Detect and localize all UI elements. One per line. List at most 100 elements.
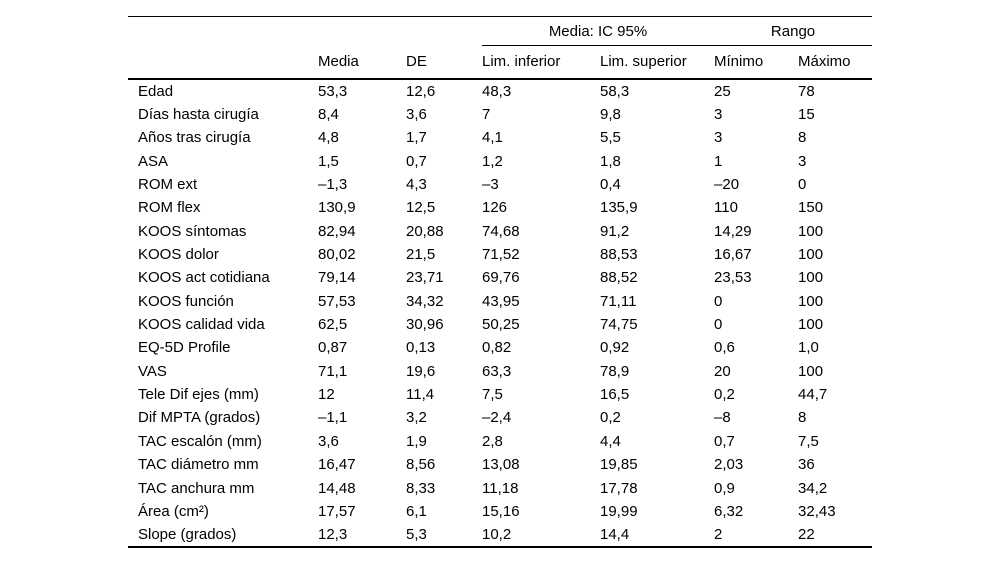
table-row: KOOS función 57,53 34,32 43,95 71,11 0 1… <box>128 290 872 313</box>
table-cell: 12,6 <box>406 82 436 100</box>
table-row: Edad 53,3 12,6 48,3 58,3 25 78 <box>128 79 872 103</box>
table-cell: 16,47 <box>318 456 356 474</box>
table-cell: 23,53 <box>714 269 752 287</box>
table-cell: 11,18 <box>482 479 519 497</box>
table-cell: 82,94 <box>318 222 356 240</box>
table-cell: –1,3 <box>318 176 348 194</box>
table-cell: 3 <box>714 129 723 147</box>
table-row: ROM ext –1,3 4,3 –3 0,4 –20 0 <box>128 173 872 196</box>
table-cell: 13,08 <box>482 456 520 474</box>
table-cell: 2 <box>714 526 723 544</box>
table-cell: 25 <box>714 82 731 100</box>
table-cell: 44,7 <box>798 386 828 404</box>
row-label: ROM ext <box>138 176 198 194</box>
table-cell: 0,2 <box>600 409 621 427</box>
table-row: Dif MPTA (grados) –1,1 3,2 –2,4 0,2 –8 8 <box>128 406 872 429</box>
table-cell: 0 <box>714 292 723 310</box>
group-header-ic95: Media: IC 95% <box>482 16 715 46</box>
table-cell: 0,6 <box>714 339 735 357</box>
table-cell: 8 <box>798 129 807 147</box>
table-row: KOOS act cotidiana 79,14 23,71 69,76 88,… <box>128 266 872 289</box>
table-row: TAC escalón (mm) 3,6 1,9 2,8 4,4 0,7 7,5 <box>128 430 872 453</box>
table-cell: 53,3 <box>318 82 348 100</box>
table-cell: 16,67 <box>714 246 752 264</box>
table-cell: 14,29 <box>714 222 752 240</box>
table-cell: 150 <box>798 199 824 217</box>
table-cell: 1,8 <box>600 152 621 170</box>
table-cell: 0,7 <box>406 152 427 170</box>
table-row: Área (cm²) 17,57 6,1 15,16 19,99 6,32 32… <box>128 500 872 523</box>
row-label: Dif MPTA (grados) <box>138 409 261 427</box>
table-cell: 0,87 <box>318 339 348 357</box>
table-cell: 48,3 <box>482 82 512 100</box>
table-cell: 22 <box>798 526 815 544</box>
table-cell: 0,82 <box>482 339 512 357</box>
table-cell: 8,33 <box>406 479 436 497</box>
table-cell: 14,4 <box>600 526 630 544</box>
table-cell: 62,5 <box>318 316 348 334</box>
table-cell: 8,4 <box>318 106 339 124</box>
table-cell: 135,9 <box>600 199 638 217</box>
column-header-de: DE <box>406 45 482 80</box>
table-cell: –1,1 <box>318 409 348 427</box>
row-label: VAS <box>138 362 167 380</box>
table-cell: 110 <box>714 199 738 217</box>
table-cell: 0,9 <box>714 479 735 497</box>
column-header-lim-superior: Lim. superior <box>600 45 715 80</box>
table-cell: 2,03 <box>714 456 744 474</box>
table-cell: 3,2 <box>406 409 427 427</box>
table-cell: –2,4 <box>482 409 512 427</box>
table-cell: 9,8 <box>600 106 621 124</box>
table-cell: 50,25 <box>482 316 520 334</box>
row-label: KOOS act cotidiana <box>138 269 270 287</box>
column-header-row: Media DE Lim. inferior Lim. superior Mín… <box>128 45 873 80</box>
table-cell: 58,3 <box>600 82 630 100</box>
table-row: KOOS calidad vida 62,5 30,96 50,25 74,75… <box>128 313 872 336</box>
table-cell: 0,13 <box>406 339 436 357</box>
row-label: TAC escalón (mm) <box>138 432 262 450</box>
column-header-lim-inferior: Lim. inferior <box>482 45 600 80</box>
table-cell: 4,8 <box>318 129 339 147</box>
column-header-maximo: Máximo <box>798 45 873 80</box>
table-cell: 4,4 <box>600 432 621 450</box>
table-cell: 1 <box>714 152 723 170</box>
table-cell: 10,2 <box>482 526 512 544</box>
table-cell: 3 <box>798 152 807 170</box>
table-cell: 80,02 <box>318 246 356 264</box>
statistics-table: Media: IC 95% Rango Media DE Lim. inferi… <box>128 16 873 549</box>
row-label: Área (cm²) <box>138 502 209 520</box>
row-label: KOOS calidad vida <box>138 316 265 334</box>
table-row: KOOS dolor 80,02 21,5 71,52 88,53 16,67 … <box>128 243 872 266</box>
table-cell: –20 <box>714 176 740 194</box>
table-row: ROM flex 130,9 12,5 126 135,9 110 150 <box>128 196 872 219</box>
table-cell: 88,52 <box>600 269 638 287</box>
table-row: EQ-5D Profile 0,87 0,13 0,82 0,92 0,6 1,… <box>128 336 872 359</box>
table-cell: 0,7 <box>714 432 735 450</box>
table-cell: 100 <box>798 269 824 287</box>
row-label: TAC diámetro mm <box>138 456 259 474</box>
table-cell: 14,48 <box>318 479 356 497</box>
table-cell: 0,92 <box>600 339 630 357</box>
table-cell: 100 <box>798 246 824 264</box>
table-row: Años tras cirugía 4,8 1,7 4,1 5,5 3 8 <box>128 126 872 149</box>
table-cell: 4,1 <box>482 129 503 147</box>
table-cell: 15 <box>798 106 815 124</box>
table-cell: 8,56 <box>406 456 436 474</box>
table-cell: 16,5 <box>600 386 630 404</box>
table-cell: 130,9 <box>318 199 356 217</box>
table-cell: 88,53 <box>600 246 638 264</box>
row-label: TAC anchura mm <box>138 479 255 497</box>
table-cell: 71,11 <box>600 292 637 310</box>
row-label: Slope (grados) <box>138 526 237 544</box>
table-cell: 69,76 <box>482 269 520 287</box>
table-cell: 4,3 <box>406 176 427 194</box>
table-cell: 1,5 <box>318 152 339 170</box>
row-label: Días hasta cirugía <box>138 106 259 124</box>
table-cell: 19,85 <box>600 456 638 474</box>
column-header-minimo: Mínimo <box>714 45 799 80</box>
table-cell: 1,9 <box>406 432 427 450</box>
table-cell: 43,95 <box>482 292 520 310</box>
table-cell: 6,32 <box>714 502 744 520</box>
table-cell: 30,96 <box>406 316 444 334</box>
